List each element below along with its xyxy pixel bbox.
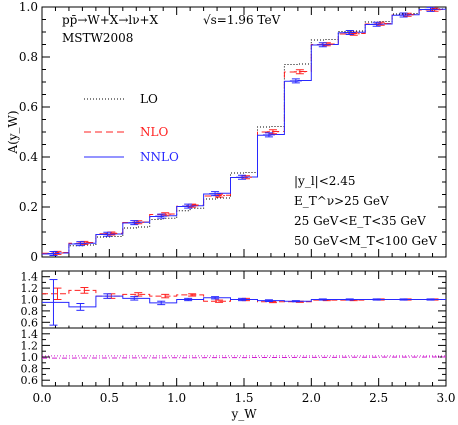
- ratio-y-tick-label: 0.6: [21, 316, 39, 329]
- ratio-y-tick-label: 0.8: [21, 363, 39, 376]
- ratio-lower-series: [41, 355, 447, 359]
- ratio-y-tick-label: 1.4: [21, 328, 39, 341]
- ratio-y-tick-label: 0.8: [21, 305, 39, 318]
- ratio-panels: 0.60.81.01.21.40.60.81.01.21.4: [21, 270, 447, 387]
- process-label: pp̄→W+X→lν+X: [62, 13, 159, 27]
- cut-label-3: 25 GeV<E_T<35 GeV: [294, 214, 426, 228]
- y-tick-label: 0.2: [19, 200, 38, 214]
- x-tick-label: 3.0: [436, 391, 455, 405]
- main-error-bars: [47, 6, 441, 256]
- y-tick-label: 0: [30, 250, 38, 264]
- main-ticks: 0 0.2 0.4 0.6 0.8 1.0: [19, 0, 447, 264]
- energy-label: √s=1.96 TeV: [203, 13, 281, 27]
- main-panel: 0 0.2 0.4 0.6 0.8 1.0 pp̄→W+X→lν+X √s=1.96 Te…: [6, 0, 447, 264]
- legend-label-nlo: NLO: [140, 125, 168, 139]
- ratio-y-tick-label: 1.0: [21, 294, 39, 307]
- x-tick-label: 2.5: [369, 391, 388, 405]
- cut-label-1: |y_l|<2.45: [294, 174, 355, 188]
- y-axis-label: A(y_W): [6, 110, 20, 154]
- x-tick-label: 0.5: [100, 391, 119, 405]
- x-tick-label: 0.0: [32, 391, 51, 405]
- legend: LO NLO NNLO: [84, 92, 179, 164]
- ratio-y-tick-label: 1.2: [21, 339, 39, 352]
- legend-label-lo: LO: [140, 92, 158, 106]
- ratio-y-tick-label: 1.0: [21, 351, 39, 364]
- y-tick-label: 0.6: [19, 100, 38, 114]
- x-tick-label: 2.0: [302, 391, 321, 405]
- y-tick-label: 1.0: [19, 0, 38, 14]
- x-tick-label: 1.0: [167, 391, 186, 405]
- legend-label-nnlo: NNLO: [140, 150, 179, 164]
- ratio-y-tick-label: 0.6: [21, 374, 39, 387]
- y-tick-label: 0.8: [19, 50, 38, 64]
- cut-label-2: E_T^ν>25 GeV: [294, 194, 389, 208]
- pdf-label: MSTW2008: [62, 31, 133, 45]
- cut-label-4: 50 GeV<M_T<100 GeV: [294, 234, 437, 248]
- ratio-series: [42, 279, 446, 326]
- x-tick-labels: 0.0 0.5 1.0 1.5 2.0 2.5 3.0: [32, 391, 455, 405]
- x-tick-label: 1.5: [234, 391, 253, 405]
- ratio-lower-line-lower: [41, 356, 447, 359]
- ratio-y-tick-label: 1.4: [21, 271, 39, 284]
- ratio-series-nnlo: [42, 295, 446, 308]
- y-tick-label: 0.4: [19, 150, 38, 164]
- ratio-y-tick-label: 1.2: [21, 282, 39, 295]
- x-axis-label: y_W: [230, 407, 257, 421]
